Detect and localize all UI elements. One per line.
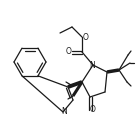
Text: O: O [83, 32, 89, 42]
Text: O: O [90, 106, 96, 114]
Text: N: N [89, 62, 95, 70]
Text: O: O [66, 48, 72, 56]
Text: N: N [61, 108, 67, 116]
